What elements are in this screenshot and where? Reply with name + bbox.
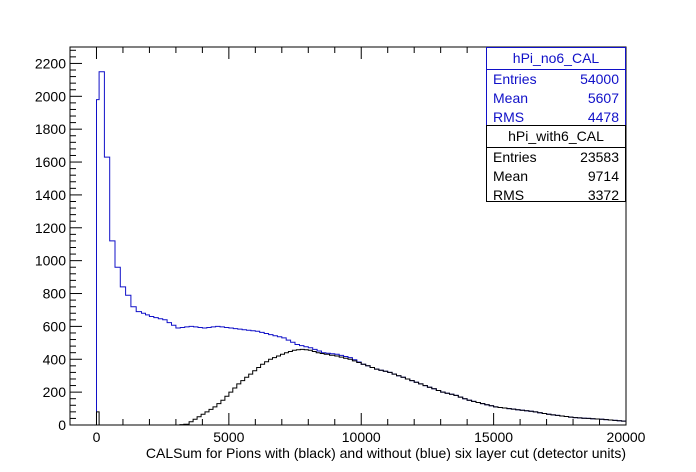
entries-value: 54000 [580,71,619,87]
series-hPi_with6_CAL [93,348,626,426]
y-tick-label: 1400 [35,187,66,203]
mean-value: 9714 [587,168,619,184]
x-tick-label: 20000 [607,429,646,445]
x-tick-label: 0 [93,429,101,445]
entries-label: Entries [493,149,537,165]
y-tick-label: 1000 [35,253,66,269]
y-tick-label: 1200 [35,220,66,236]
x-tick-label: 5000 [213,429,244,445]
y-tick-label: 600 [43,318,67,334]
histogram-series [93,71,626,426]
rms-label: RMS [493,109,525,125]
entries-value: 23583 [580,149,619,165]
rms-label: RMS [493,187,525,203]
y-tick-label: 1800 [35,121,66,137]
stats-title: hPi_no6_CAL [487,48,625,70]
plot-frame [69,46,627,426]
stats-box-with6: hPi_with6_CAL Entries 23583 Mean 9714 RMS 3… [486,125,626,203]
entries-label: Entries [493,71,537,87]
y-tick-label: 2000 [35,88,66,104]
mean-label: Mean [493,90,529,106]
rms-value: 4478 [587,109,619,125]
y-tick-label: 400 [43,351,67,367]
x-axis-label: CALSum for Pions with (black) and withou… [146,445,626,461]
axis-ticks: 0 5000 10000 15000 20000 0 200 400 600 800 1000 120… [35,47,646,445]
stats-box-no6: hPi_no6_CAL Entries 54000 Mean 5607 RMS 447… [486,47,626,127]
stats-title: hPi_with6_CAL [487,126,625,148]
y-tick-label: 1600 [35,154,66,170]
x-tick-label: 15000 [474,429,513,445]
x-tick-label: 10000 [342,429,381,445]
mean-label: Mean [493,168,529,184]
mean-value: 5607 [587,90,619,106]
y-tick-label: 200 [43,384,67,400]
y-tick-label: 800 [43,286,67,302]
y-tick-label: 2200 [35,55,66,71]
rms-value: 3372 [587,187,619,203]
y-tick-label: 0 [58,417,66,433]
